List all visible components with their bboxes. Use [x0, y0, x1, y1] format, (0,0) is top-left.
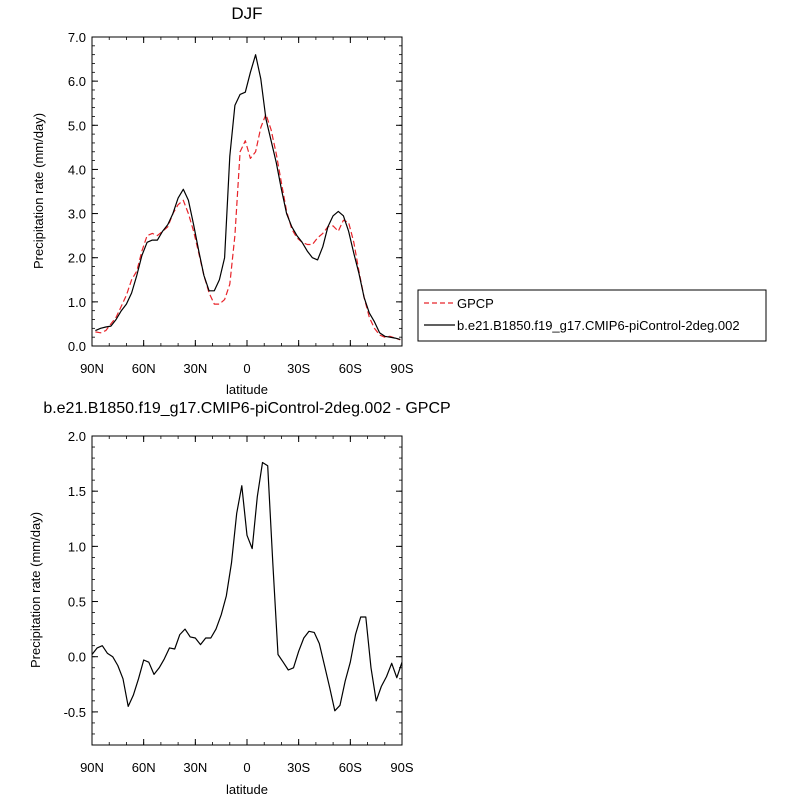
y-tick-label: 1.0 — [68, 539, 86, 554]
bottom-x-axis: 90N 60N 30N 0 30S 60S 90S — [80, 436, 414, 775]
y-tick-label: 6.0 — [68, 74, 86, 89]
series-line-gpcp — [95, 113, 401, 341]
x-tick-label: 30S — [287, 361, 310, 376]
x-tick-label: 30S — [287, 760, 310, 775]
y-tick-label: 7.0 — [68, 30, 86, 45]
x-tick-label: 60S — [339, 361, 362, 376]
x-tick-label: 0 — [243, 760, 250, 775]
y-tick-label: 5.0 — [68, 118, 86, 133]
bottom-y-axis-label: Precipitation rate (mm/day) — [28, 512, 43, 668]
top-chart-title: DJF — [231, 4, 262, 23]
y-tick-label: 2.0 — [68, 251, 86, 266]
top-chart: DJF 0.0 1.0 2.0 3.0 4.0 5.0 6.0 7.0 90N 60N 30N 0 3… — [31, 4, 414, 397]
bottom-series-lines — [91, 461, 403, 712]
bottom-chart-title: b.e21.B1850.f19_g17.CMIP6-piControl-2deg… — [43, 400, 450, 417]
y-tick-label: 0.5 — [68, 595, 86, 610]
top-y-axis-label: Precipitation rate (mm/day) — [31, 113, 46, 269]
x-tick-label: 90N — [80, 760, 104, 775]
y-tick-label: 1.5 — [68, 484, 86, 499]
x-tick-label: 90S — [390, 760, 413, 775]
x-tick-label: 30N — [183, 361, 207, 376]
x-tick-label: 90N — [80, 361, 104, 376]
top-y-axis: 0.0 1.0 2.0 3.0 4.0 5.0 6.0 7.0 — [68, 30, 402, 354]
bottom-plot-frame — [91, 435, 403, 746]
top-x-axis: 90N 60N 30N 0 30S 60S 90S — [80, 37, 414, 376]
y-tick-label: 1.0 — [68, 295, 86, 310]
legend-box — [417, 289, 767, 342]
y-tick-label: 3.0 — [68, 207, 86, 222]
x-tick-label: 0 — [243, 361, 250, 376]
y-tick-label: 0.0 — [68, 339, 86, 354]
bottom-x-axis-label: latitude — [226, 782, 268, 797]
series-line-model — [95, 54, 401, 340]
x-tick-label: 60N — [132, 361, 156, 376]
y-tick-label: -0.5 — [64, 705, 86, 720]
x-tick-label: 60N — [132, 760, 156, 775]
legend: GPCP b.e21.B1850.f19_g17.CMIP6-piControl… — [417, 289, 767, 342]
top-x-axis-label: latitude — [226, 382, 268, 397]
y-tick-label: 2.0 — [68, 429, 86, 444]
x-tick-label: 90S — [390, 361, 413, 376]
y-tick-label: 4.0 — [68, 162, 86, 177]
y-tick-label: 0.0 — [68, 650, 86, 665]
series-line-difference — [91, 461, 403, 712]
bottom-chart: b.e21.B1850.f19_g17.CMIP6-piControl-2deg… — [28, 400, 451, 797]
legend-label-model: b.e21.B1850.f19_g17.CMIP6-piControl-2deg… — [457, 318, 740, 333]
x-tick-label: 30N — [183, 760, 207, 775]
bottom-y-axis: -0.5 0.0 0.5 1.0 1.5 2.0 — [64, 429, 402, 746]
top-series-lines — [95, 54, 401, 341]
x-tick-label: 60S — [339, 760, 362, 775]
legend-label-gpcp: GPCP — [457, 296, 494, 311]
